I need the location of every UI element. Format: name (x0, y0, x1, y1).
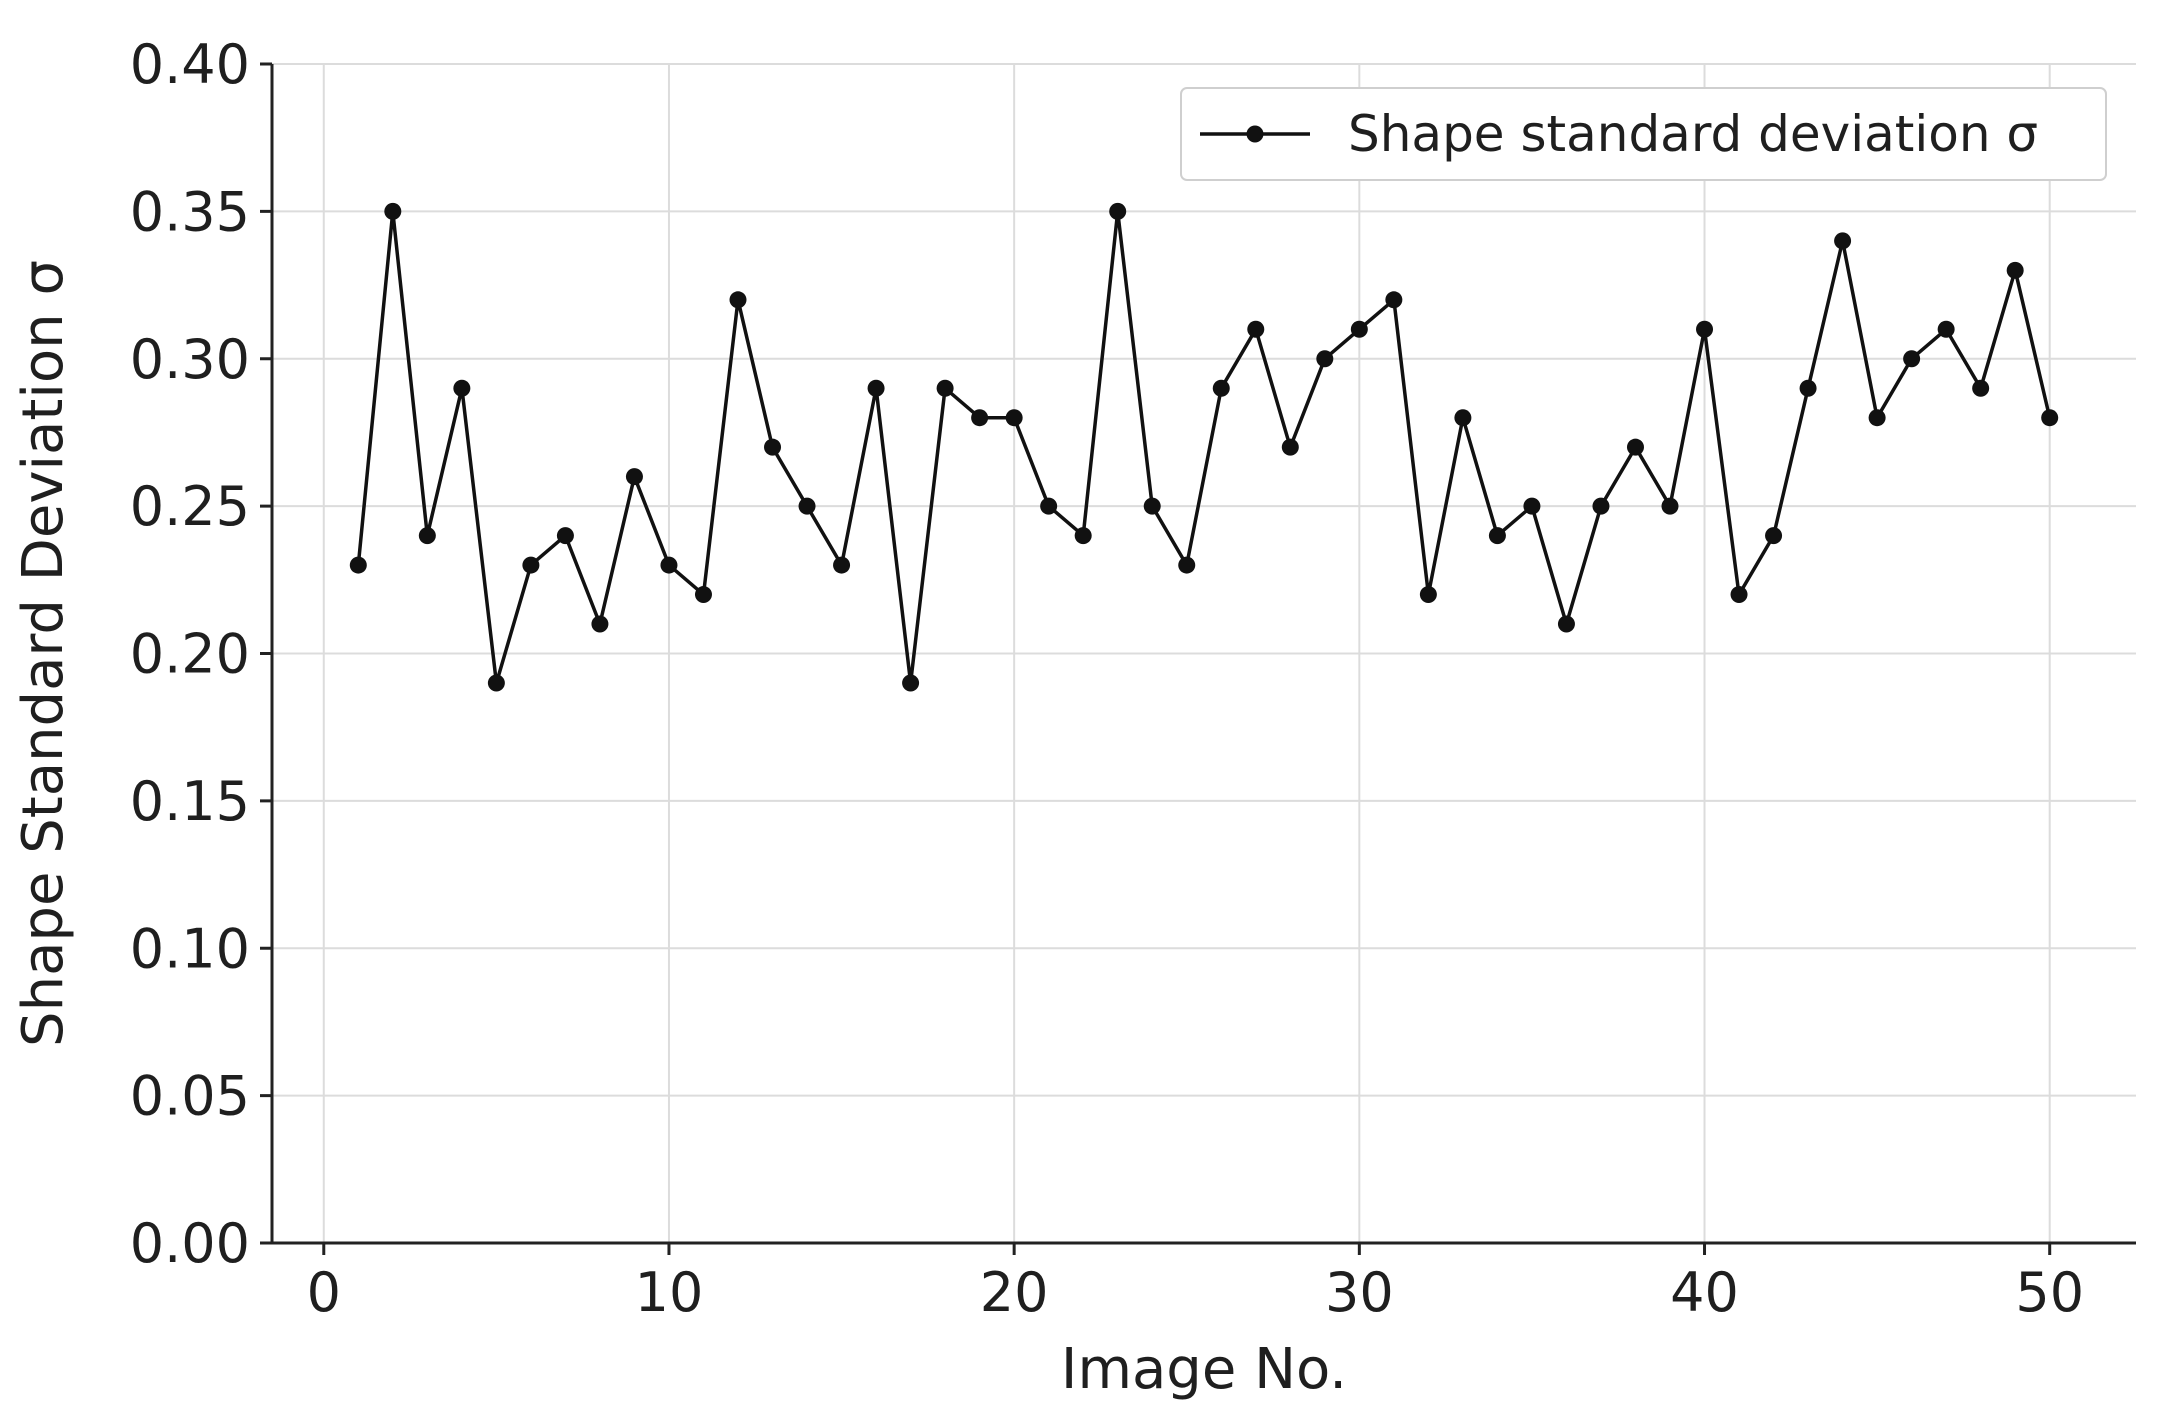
data-point (1834, 232, 1852, 250)
x-tick-label: 10 (635, 1261, 704, 1324)
y-tick-label: 0.05 (130, 1065, 250, 1128)
data-point (1247, 320, 1265, 338)
axes (260, 62, 2136, 1255)
data-point (349, 556, 367, 574)
x-tick-label: 30 (1325, 1261, 1394, 1324)
data-point (2006, 261, 2024, 279)
y-tick-label: 0.00 (130, 1212, 250, 1275)
y-tick-label: 0.35 (130, 180, 250, 243)
y-tick-label: 0.10 (130, 917, 250, 980)
data-point (1212, 379, 1230, 397)
data-point (1730, 586, 1748, 604)
legend: Shape standard deviation σ (1180, 87, 2107, 181)
x-tick-label: 0 (307, 1261, 341, 1324)
data-point (729, 291, 747, 309)
data-point (1074, 527, 1092, 545)
data-point (660, 556, 678, 574)
y-tick-label: 0.20 (130, 623, 250, 686)
data-point (1281, 438, 1299, 456)
data-series (349, 202, 2059, 692)
data-point (764, 438, 782, 456)
y-tick-label: 0.25 (130, 475, 250, 538)
data-point (1178, 556, 1196, 574)
data-point (453, 379, 471, 397)
data-point (1696, 320, 1714, 338)
data-point (1765, 527, 1783, 545)
data-point (1661, 497, 1679, 515)
legend-box (1180, 87, 2107, 181)
grid-lines (272, 63, 2136, 1244)
data-point (1523, 497, 1541, 515)
data-point (1040, 497, 1058, 515)
y-tick-label: 0.40 (130, 33, 250, 96)
y-tick-label: 0.15 (130, 770, 250, 833)
data-point (1316, 350, 1334, 368)
y-axis-title: Shape Standard Deviation σ (11, 260, 76, 1047)
data-point (867, 379, 885, 397)
x-axis-title: Image No. (1061, 1337, 1347, 1402)
data-point (418, 527, 436, 545)
data-point (522, 556, 540, 574)
data-point (1972, 379, 1990, 397)
data-point (1454, 409, 1472, 427)
data-point (1937, 320, 1955, 338)
data-point (936, 379, 954, 397)
data-point (798, 497, 816, 515)
legend-marker-swatch (1246, 125, 1264, 143)
data-point (971, 409, 989, 427)
data-point (1350, 320, 1368, 338)
data-point (1419, 586, 1437, 604)
series-line (356, 209, 2052, 685)
data-point (1592, 497, 1610, 515)
data-point (1626, 438, 1644, 456)
data-point (694, 586, 712, 604)
data-point (1385, 291, 1403, 309)
data-point (487, 674, 505, 692)
data-point (591, 615, 609, 633)
data-point (625, 468, 643, 486)
data-point (1143, 497, 1161, 515)
data-point (1488, 527, 1506, 545)
data-point (1903, 350, 1921, 368)
y-tick-label: 0.30 (130, 328, 250, 391)
data-point (1799, 379, 1817, 397)
data-point (1557, 615, 1575, 633)
data-point (556, 527, 574, 545)
data-point (1868, 409, 1886, 427)
x-tick-label: 20 (980, 1261, 1049, 1324)
data-point (902, 674, 920, 692)
tick-labels: 0.00 0.05 0.10 0.15 0.20 0.25 0.30 0.35 0.40 0 10 2… (130, 33, 2084, 1324)
data-point (1109, 202, 1127, 220)
data-point (1005, 409, 1023, 427)
x-tick-label: 50 (2015, 1261, 2084, 1324)
data-point (384, 202, 402, 220)
x-tick-label: 40 (1670, 1261, 1739, 1324)
data-point (833, 556, 851, 574)
data-point (2041, 409, 2059, 427)
legend-label: Shape standard deviation σ (1348, 105, 2038, 163)
